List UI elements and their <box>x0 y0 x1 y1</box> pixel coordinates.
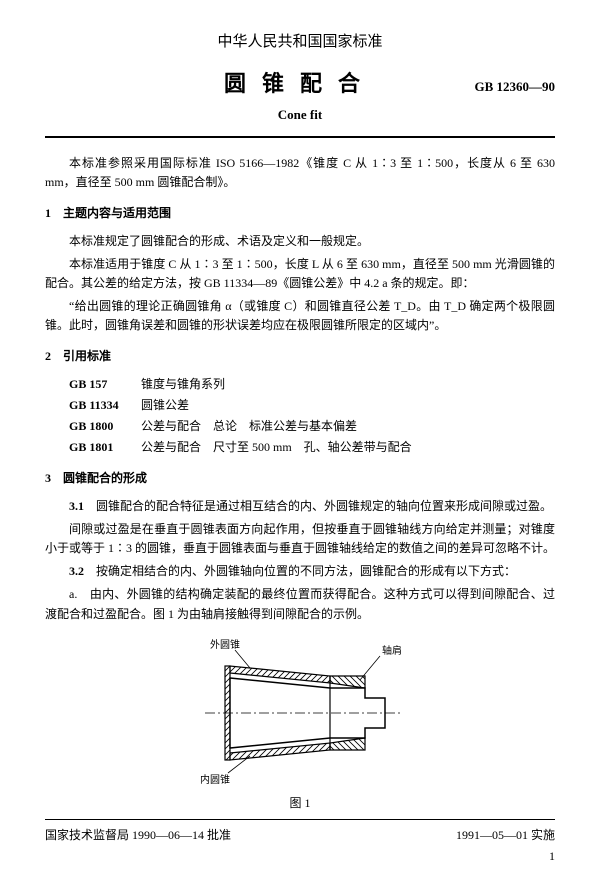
subtitle-en: Cone fit <box>45 105 555 126</box>
country-title: 中华人民共和国国家标准 <box>45 30 555 54</box>
ref-item: GB 11334圆锥公差 <box>69 396 555 415</box>
main-title: 圆锥配合 <box>45 66 435 101</box>
s3-1: 3.1 圆锥配合的配合特征是通过相互结合的内、外圆锥规定的轴向位置来形成间隙或过… <box>45 497 555 516</box>
ref-item: GB 1800公差与配合 总论 标准公差与基本偏差 <box>69 417 555 436</box>
ref-code: GB 1801 <box>69 438 141 457</box>
label-shoulder: 轴肩 <box>382 644 402 657</box>
section-3-head: 3 圆锥配合的形成 <box>45 469 555 488</box>
s1-p1: 本标准规定了圆锥配合的形成、术语及定义和一般规定。 <box>45 232 555 251</box>
s3-2: 3.2 按确定相结合的内、外圆锥轴向位置的不同方法，圆锥配合的形成有以下方式： <box>45 562 555 581</box>
figure-caption: 图 1 <box>45 794 555 813</box>
subsection-num: 3.1 <box>69 499 84 513</box>
footer: 国家技术监督局 1990—06—14 批准 1991—05—01 实施 <box>45 826 555 845</box>
ref-code: GB 11334 <box>69 396 141 415</box>
label-inner-cone: 内圆锥 <box>200 773 230 786</box>
figure-1: 外圆锥 内圆锥 轴肩 <box>45 638 555 788</box>
s3-2-text: 按确定相结合的内、外圆锥轴向位置的不同方法，圆锥配合的形成有以下方式： <box>96 564 516 578</box>
ref-code: GB 157 <box>69 375 141 394</box>
reference-list: GB 157锥度与锥角系列 GB 11334圆锥公差 GB 1800公差与配合 … <box>69 375 555 458</box>
standard-code: GB 12360—90 <box>435 77 555 98</box>
s3-a: a. 由内、外圆锥的结构确定装配的最终位置而获得配合。这种方式可以得到间隙配合、… <box>45 585 555 623</box>
subsection-num: 3.2 <box>69 564 84 578</box>
ref-title: 公差与配合 总论 标准公差与基本偏差 <box>141 419 357 433</box>
intro-paragraph: 本标准参照采用国际标准 ISO 5166—1982《锥度 C 从 1∶3 至 1… <box>45 154 555 192</box>
divider-top <box>45 136 555 138</box>
divider-bottom <box>45 819 555 820</box>
ref-title: 锥度与锥角系列 <box>141 377 225 391</box>
page-number: 1 <box>45 847 555 866</box>
ref-title: 圆锥公差 <box>141 398 189 412</box>
section-1-head: 1 主题内容与适用范围 <box>45 204 555 223</box>
footer-approval: 国家技术监督局 1990—06—14 批准 <box>45 826 231 845</box>
ref-item: GB 1801公差与配合 尺寸至 500 mm 孔、轴公差带与配合 <box>69 438 555 457</box>
title-row: 圆锥配合 GB 12360—90 <box>45 66 555 101</box>
s3-1-text: 圆锥配合的配合特征是通过相互结合的内、外圆锥规定的轴向位置来形成间隙或过盈。 <box>96 499 552 513</box>
s3-1b: 间隙或过盈是在垂直于圆锥表面方向起作用，但按垂直于圆锥轴线方向给定并测量；对锥度… <box>45 520 555 558</box>
s1-p2: 本标准适用于锥度 C 从 1∶3 至 1∶500，长度 L 从 6 至 630 … <box>45 255 555 293</box>
section-2-head: 2 引用标准 <box>45 347 555 366</box>
ref-code: GB 1800 <box>69 417 141 436</box>
ref-title: 公差与配合 尺寸至 500 mm 孔、轴公差带与配合 <box>141 440 412 454</box>
s1-p3: “给出圆锥的理论正确圆锥角 α（或锥度 C）和圆锥直径公差 T_D。由 T_D … <box>45 297 555 335</box>
label-outer-cone: 外圆锥 <box>210 639 240 651</box>
cone-fit-diagram: 外圆锥 内圆锥 轴肩 <box>150 638 450 788</box>
footer-effective: 1991—05—01 实施 <box>456 826 555 845</box>
ref-item: GB 157锥度与锥角系列 <box>69 375 555 394</box>
